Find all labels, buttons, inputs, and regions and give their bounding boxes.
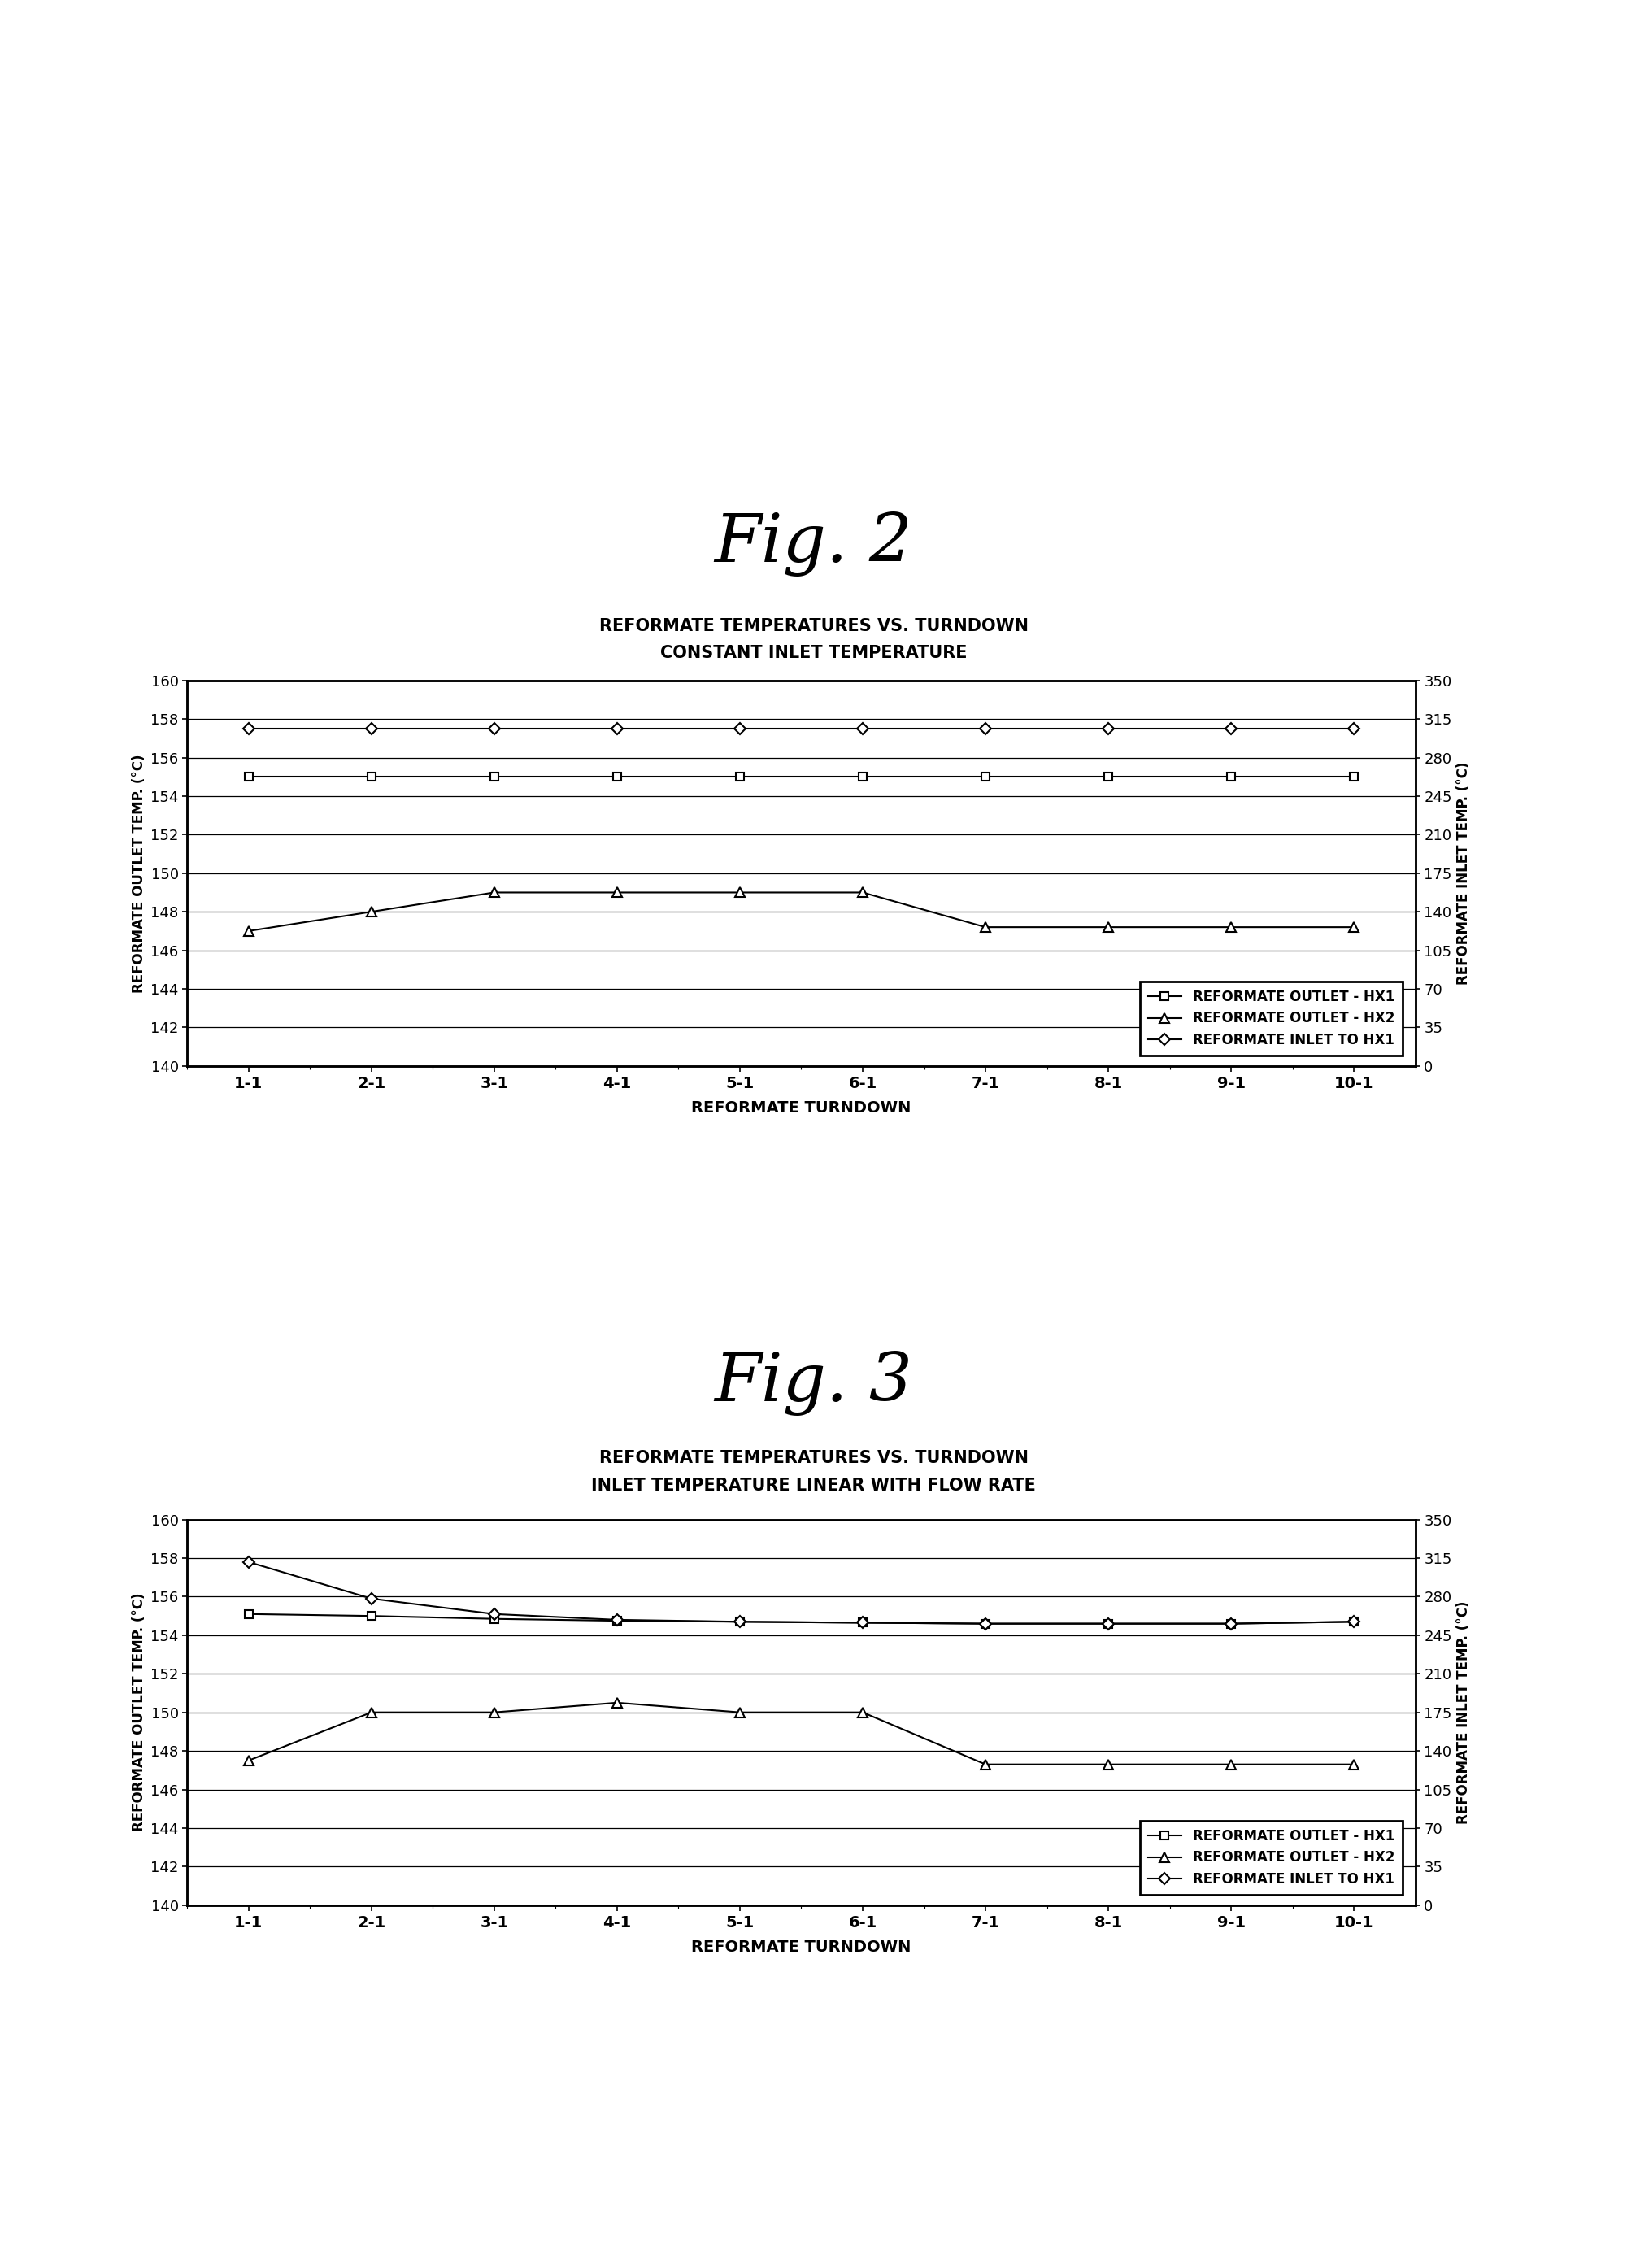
REFORMATE OUTLET - HX1 bbox=[239, 1601, 259, 1628]
REFORMATE OUTLET - HX2 bbox=[731, 878, 750, 905]
REFORMATE OUTLET - HX2 bbox=[607, 1690, 626, 1717]
Y-axis label: REFORMATE INLET TEMP. (°C): REFORMATE INLET TEMP. (°C) bbox=[1456, 1601, 1471, 1823]
REFORMATE INLET TO HX1 bbox=[853, 714, 872, 742]
Line: REFORMATE OUTLET - HX2: REFORMATE OUTLET - HX2 bbox=[244, 1699, 1359, 1769]
X-axis label: REFORMATE TURNDOWN: REFORMATE TURNDOWN bbox=[691, 1100, 911, 1116]
REFORMATE INLET TO HX1 bbox=[853, 1608, 872, 1635]
REFORMATE INLET TO HX1 bbox=[1098, 1610, 1118, 1637]
REFORMATE OUTLET - HX1 bbox=[361, 762, 381, 792]
REFORMATE OUTLET - HX2 bbox=[485, 1699, 504, 1726]
X-axis label: REFORMATE TURNDOWN: REFORMATE TURNDOWN bbox=[691, 1939, 911, 1955]
REFORMATE OUTLET - HX2 bbox=[1344, 914, 1363, 941]
REFORMATE OUTLET - HX2 bbox=[239, 1746, 259, 1774]
REFORMATE OUTLET - HX1 bbox=[1098, 1610, 1118, 1637]
Y-axis label: REFORMATE OUTLET TEMP. (°C): REFORMATE OUTLET TEMP. (°C) bbox=[132, 1592, 146, 1833]
REFORMATE INLET TO HX1 bbox=[607, 714, 626, 742]
REFORMATE OUTLET - HX1 bbox=[853, 1608, 872, 1635]
Line: REFORMATE OUTLET - HX1: REFORMATE OUTLET - HX1 bbox=[244, 1610, 1359, 1628]
REFORMATE OUTLET - HX2 bbox=[1098, 1751, 1118, 1778]
Text: Fig. 2: Fig. 2 bbox=[714, 513, 913, 576]
REFORMATE OUTLET - HX2 bbox=[1098, 914, 1118, 941]
REFORMATE OUTLET - HX1 bbox=[1222, 762, 1241, 792]
REFORMATE INLET TO HX1 bbox=[485, 1601, 504, 1628]
Text: INLET TEMPERATURE LINEAR WITH FLOW RATE: INLET TEMPERATURE LINEAR WITH FLOW RATE bbox=[591, 1476, 1036, 1495]
REFORMATE OUTLET - HX1 bbox=[976, 1610, 996, 1637]
REFORMATE OUTLET - HX1 bbox=[607, 762, 626, 792]
Legend: REFORMATE OUTLET - HX1, REFORMATE OUTLET - HX2, REFORMATE INLET TO HX1: REFORMATE OUTLET - HX1, REFORMATE OUTLET… bbox=[1139, 982, 1402, 1055]
REFORMATE INLET TO HX1 bbox=[976, 714, 996, 742]
REFORMATE OUTLET - HX1 bbox=[361, 1601, 381, 1628]
REFORMATE OUTLET - HX2 bbox=[361, 1699, 381, 1726]
REFORMATE OUTLET - HX2 bbox=[976, 914, 996, 941]
REFORMATE OUTLET - HX2 bbox=[239, 916, 259, 943]
Line: REFORMATE OUTLET - HX2: REFORMATE OUTLET - HX2 bbox=[244, 889, 1359, 934]
Text: Fig. 3: Fig. 3 bbox=[714, 1352, 913, 1415]
Line: REFORMATE OUTLET - HX1: REFORMATE OUTLET - HX1 bbox=[244, 773, 1359, 780]
REFORMATE INLET TO HX1 bbox=[361, 1585, 381, 1613]
REFORMATE OUTLET - HX1 bbox=[853, 762, 872, 792]
REFORMATE OUTLET - HX1 bbox=[731, 1608, 750, 1635]
REFORMATE OUTLET - HX1 bbox=[239, 762, 259, 792]
REFORMATE INLET TO HX1 bbox=[1344, 714, 1363, 742]
Legend: REFORMATE OUTLET - HX1, REFORMATE OUTLET - HX2, REFORMATE INLET TO HX1: REFORMATE OUTLET - HX1, REFORMATE OUTLET… bbox=[1139, 1821, 1402, 1894]
REFORMATE INLET TO HX1 bbox=[1222, 1610, 1241, 1637]
Text: REFORMATE TEMPERATURES VS. TURNDOWN: REFORMATE TEMPERATURES VS. TURNDOWN bbox=[599, 1449, 1028, 1467]
REFORMATE INLET TO HX1 bbox=[1344, 1608, 1363, 1635]
Line: REFORMATE INLET TO HX1: REFORMATE INLET TO HX1 bbox=[244, 1558, 1359, 1628]
REFORMATE OUTLET - HX1 bbox=[485, 762, 504, 792]
REFORMATE OUTLET - HX2 bbox=[1344, 1751, 1363, 1778]
REFORMATE OUTLET - HX1 bbox=[1344, 762, 1363, 792]
REFORMATE OUTLET - HX1 bbox=[1344, 1608, 1363, 1635]
REFORMATE OUTLET - HX1 bbox=[1098, 762, 1118, 792]
REFORMATE INLET TO HX1 bbox=[731, 714, 750, 742]
REFORMATE INLET TO HX1 bbox=[1098, 714, 1118, 742]
REFORMATE OUTLET - HX2 bbox=[607, 878, 626, 905]
REFORMATE INLET TO HX1 bbox=[976, 1610, 996, 1637]
Y-axis label: REFORMATE OUTLET TEMP. (°C): REFORMATE OUTLET TEMP. (°C) bbox=[132, 753, 146, 993]
Text: REFORMATE TEMPERATURES VS. TURNDOWN: REFORMATE TEMPERATURES VS. TURNDOWN bbox=[599, 617, 1028, 635]
REFORMATE OUTLET - HX1 bbox=[485, 1606, 504, 1633]
REFORMATE INLET TO HX1 bbox=[731, 1608, 750, 1635]
REFORMATE INLET TO HX1 bbox=[607, 1606, 626, 1633]
Text: CONSTANT INLET TEMPERATURE: CONSTANT INLET TEMPERATURE bbox=[661, 644, 966, 662]
Line: REFORMATE INLET TO HX1: REFORMATE INLET TO HX1 bbox=[244, 726, 1359, 733]
REFORMATE OUTLET - HX2 bbox=[485, 878, 504, 905]
REFORMATE OUTLET - HX1 bbox=[1222, 1610, 1241, 1637]
REFORMATE OUTLET - HX2 bbox=[361, 898, 381, 925]
REFORMATE OUTLET - HX2 bbox=[853, 878, 872, 905]
REFORMATE OUTLET - HX2 bbox=[853, 1699, 872, 1726]
REFORMATE INLET TO HX1 bbox=[239, 1549, 259, 1576]
REFORMATE OUTLET - HX1 bbox=[607, 1608, 626, 1635]
REFORMATE OUTLET - HX1 bbox=[731, 762, 750, 792]
REFORMATE OUTLET - HX2 bbox=[1222, 1751, 1241, 1778]
REFORMATE INLET TO HX1 bbox=[485, 714, 504, 742]
REFORMATE INLET TO HX1 bbox=[239, 714, 259, 742]
REFORMATE OUTLET - HX2 bbox=[1222, 914, 1241, 941]
Y-axis label: REFORMATE INLET TEMP. (°C): REFORMATE INLET TEMP. (°C) bbox=[1456, 762, 1471, 984]
REFORMATE INLET TO HX1 bbox=[1222, 714, 1241, 742]
REFORMATE OUTLET - HX2 bbox=[731, 1699, 750, 1726]
REFORMATE OUTLET - HX1 bbox=[976, 762, 996, 792]
REFORMATE OUTLET - HX2 bbox=[976, 1751, 996, 1778]
REFORMATE INLET TO HX1 bbox=[361, 714, 381, 742]
